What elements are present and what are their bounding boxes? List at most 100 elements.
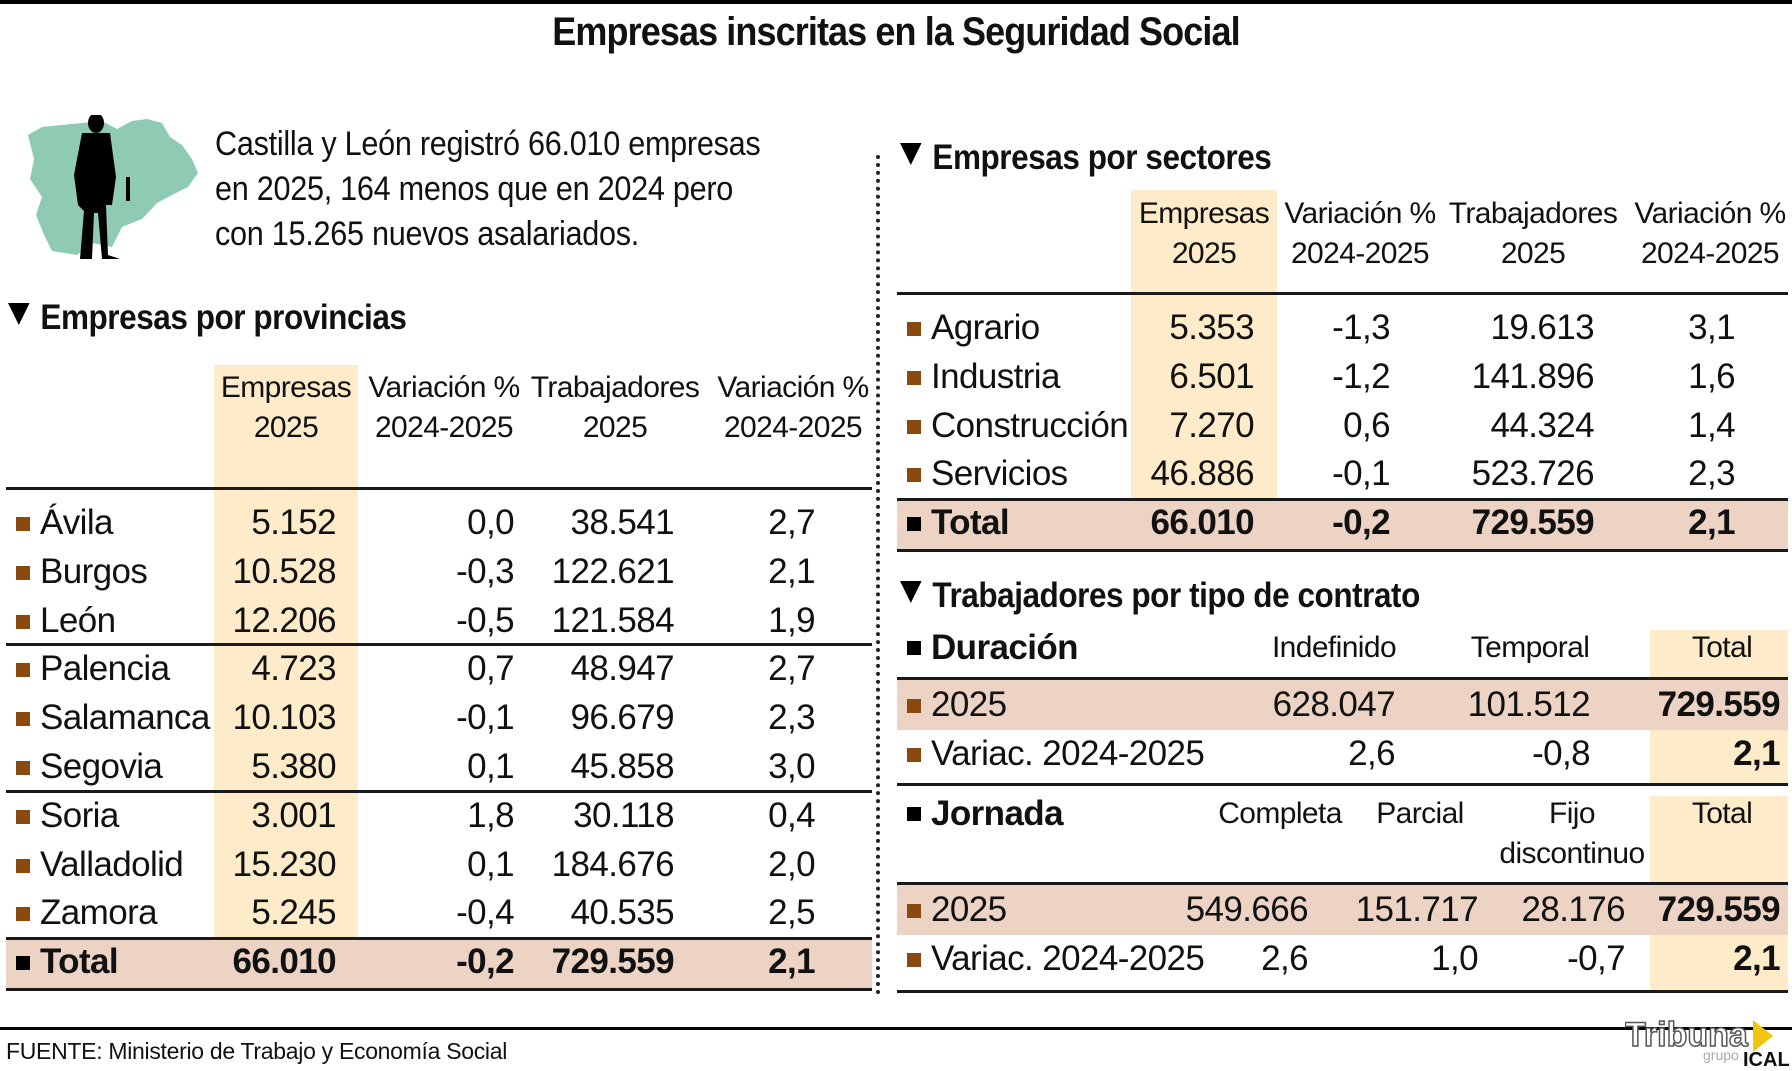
table-cell: -0,1: [456, 698, 515, 738]
bullet-square-icon: [907, 517, 921, 532]
column-header: Trabajadores: [530, 371, 700, 404]
table-cell: 5.380: [251, 747, 336, 786]
total-cell: -0,2: [1332, 503, 1391, 543]
table-cell: -1,3: [1332, 308, 1391, 347]
page-title: Empresas inscritas en la Seguridad Socia…: [552, 10, 1240, 54]
table-cell: 1,0: [1431, 939, 1478, 978]
group-rule: [6, 789, 872, 793]
column-header: Fijo: [1549, 797, 1596, 830]
table-cell: 2,0: [768, 844, 815, 884]
table-cell: 40.535: [570, 893, 675, 933]
triangle-down-icon: [8, 303, 30, 325]
table-cell: 0,4: [768, 795, 815, 835]
table-cell: 48.947: [570, 649, 675, 689]
header-rule: [897, 292, 1788, 295]
table-cell: 1,9: [768, 600, 815, 640]
table-cell: 7.270: [1169, 405, 1254, 445]
bullet-square-icon: [907, 419, 921, 434]
table-cell: 0,6: [1343, 405, 1390, 445]
row-label: León: [40, 600, 116, 640]
column-header-sub: 2025: [582, 411, 648, 444]
table-cell: 15.230: [232, 844, 337, 884]
highlight-row: [897, 885, 1788, 935]
table-cell: 2,3: [1688, 454, 1735, 494]
column-header: Total: [1691, 797, 1753, 830]
row-label: Burgos: [40, 551, 148, 591]
column-header: Empresas: [1138, 197, 1270, 230]
table-cell: 19.613: [1490, 308, 1595, 347]
table-cell: 44.324: [1490, 405, 1595, 445]
table-cell: 2,3: [768, 698, 815, 738]
total-cell: 2,1: [768, 942, 815, 982]
table-cell: 28.176: [1521, 890, 1626, 929]
table-cell: -0,7: [1567, 939, 1626, 978]
table-cell: -0,3: [456, 551, 515, 591]
total-cell: -0,2: [456, 942, 515, 982]
table-cell: 122.621: [551, 551, 675, 591]
section-title-sectores: Empresas por sectores: [900, 138, 1272, 178]
table-cell: -0,5: [456, 600, 515, 640]
row-label: Palencia: [40, 649, 170, 689]
column-header-sub: 2024-2025: [1640, 237, 1780, 270]
triangle-down-icon: [900, 143, 922, 165]
table-cell: 1,4: [1688, 405, 1735, 445]
play-triangle-icon: [1753, 1020, 1773, 1052]
total-cell: 66.010: [1150, 503, 1255, 543]
table-cell: 45.858: [570, 747, 675, 786]
bullet-square-icon: [907, 953, 921, 967]
column-header: Total: [1691, 631, 1753, 664]
intro-line: Castilla y León registró 66.010 empresas: [215, 125, 761, 163]
column-header-sub: 2024-2025: [1290, 237, 1430, 270]
total-cell: 729.559: [551, 942, 675, 982]
total-bottom-rule: [897, 549, 1788, 552]
table-cell: 0,1: [467, 747, 514, 786]
table-cell: 1,6: [1688, 356, 1735, 396]
total-cell: 66.010: [232, 942, 337, 982]
bullet-square-icon: [907, 748, 921, 762]
row-label: 2025: [931, 685, 1007, 724]
row-label: Variac. 2024-2025: [931, 939, 1205, 978]
section-rule: [897, 990, 1788, 993]
column-header: Variación %: [717, 371, 869, 404]
table-cell: -0,4: [456, 893, 515, 933]
row-label: Construcción: [931, 405, 1129, 445]
bullet-square-icon: [16, 858, 30, 873]
total-label: Total: [931, 503, 1010, 543]
table-cell: -0,8: [1532, 734, 1591, 773]
table-cell: 6.501: [1169, 356, 1254, 396]
row-label: Soria: [40, 795, 119, 835]
table-cell: 5.152: [251, 503, 336, 542]
row-label: Valladolid: [40, 844, 184, 884]
section-title-contrato: Trabajadores por tipo de contrato: [900, 576, 1420, 616]
table-cell: 3,1: [1688, 308, 1735, 347]
table-cell: 46.886: [1150, 454, 1255, 494]
jornada-label: Jornada: [931, 794, 1064, 833]
group-rule: [6, 643, 872, 647]
table-cell: 2,1: [768, 551, 815, 591]
table-cell: 101.512: [1467, 685, 1591, 724]
bullet-square-icon: [907, 699, 921, 713]
table-cell: 38.541: [570, 503, 675, 542]
intro-text: Castilla y León registró 66.010 empresas…: [215, 122, 773, 257]
total-label: Total: [40, 942, 119, 982]
section-rule: [897, 783, 1788, 786]
bullet-square-icon: [907, 322, 921, 336]
table-cell: 2,5: [768, 893, 815, 933]
businessman-silhouette: [74, 115, 130, 259]
bullet-square-icon: [16, 565, 30, 580]
top-rule: [0, 0, 1792, 4]
table-cell: 729.559: [1657, 890, 1781, 929]
bullet-square-icon: [16, 663, 30, 678]
bullet-square-icon: [907, 641, 921, 655]
table-cell: 0,0: [467, 503, 514, 542]
table-cell: 184.676: [551, 844, 675, 884]
total-row: [6, 938, 872, 989]
table-cell: 0,1: [467, 844, 514, 884]
bullet-square-icon: [16, 614, 30, 629]
row-label: Zamora: [40, 893, 158, 933]
total-bottom-rule: [6, 988, 872, 991]
logo-brand-text: ICAL: [1743, 1049, 1790, 1068]
table-cell: -0,1: [1332, 454, 1391, 494]
logo-sub-text: grupo: [1703, 1047, 1739, 1063]
column-header: Variación %: [368, 371, 520, 404]
